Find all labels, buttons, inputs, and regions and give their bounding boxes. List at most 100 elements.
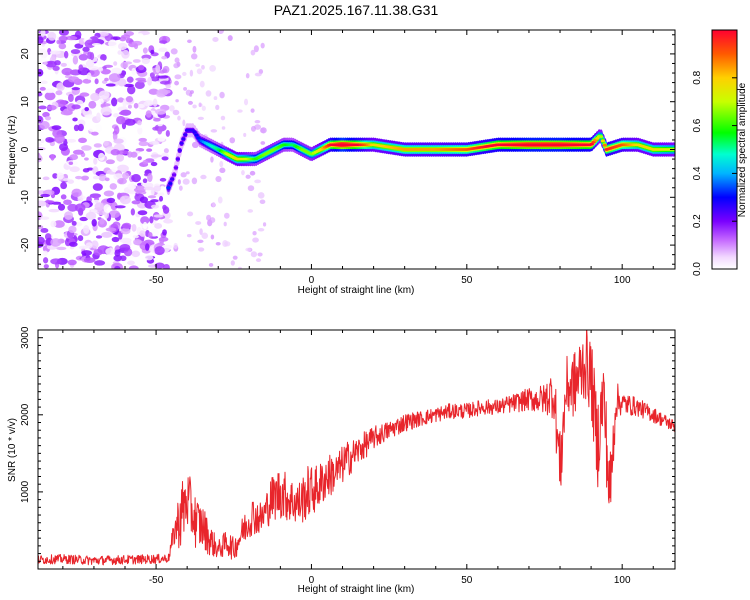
heatmap-ridge-cell: [177, 149, 182, 152]
heatmap-noise-cell: [158, 70, 166, 74]
heatmap-speckle-cell: [208, 262, 214, 267]
heatmap-noise-cell: [52, 65, 60, 71]
heatmap-noise-cell: [99, 218, 105, 225]
heatmap-noise-cell: [98, 90, 110, 100]
snr-ticks: -50 0 50 100 1000 2000 3000: [20, 326, 675, 586]
heatmap-noise-cell: [65, 35, 78, 41]
heatmap-noise-cell: [154, 246, 165, 256]
heatmap-noise-cell: [68, 76, 80, 83]
heatmap-noise-cell: [119, 195, 131, 205]
heatmap-speckle-cell: [185, 89, 192, 96]
heatmap-speckle-cell: [205, 90, 212, 97]
heatmap-noise-cell: [84, 39, 96, 48]
heatmap-noise-cell: [142, 47, 148, 54]
heatmap-noise-cell: [105, 227, 117, 232]
heatmap-noise-cell: [38, 115, 44, 124]
heatmap-ridge-cell: [598, 135, 604, 138]
heatmap-noise-cell: [109, 183, 118, 190]
heatmap-speckle-cell: [260, 127, 267, 134]
heatmap-speckle-cell: [196, 68, 203, 75]
heatmap-noise-cell: [38, 154, 43, 163]
heatmap-speckle-cell: [250, 108, 255, 113]
heatmap-noise-cell: [105, 247, 115, 256]
heatmap-speckle-cell: [260, 42, 265, 49]
heatmap-noise-cell: [78, 64, 84, 72]
heatmap-speckle-cell: [232, 255, 238, 260]
heatmap-noise-cell: [154, 223, 163, 229]
heatmap-ridge-cell: [171, 173, 177, 177]
heatmap-noise-cell: [58, 30, 69, 36]
heatmap-noise-cell: [143, 36, 149, 43]
heatmap-noise-cell: [132, 59, 141, 63]
heatmap-noise-cell: [133, 185, 146, 193]
heatmap-noise-cell: [131, 200, 141, 205]
heatmap-speckle-cell: [187, 100, 193, 105]
snr-x-tick-label: -50: [149, 575, 164, 586]
heatmap-speckle-cell: [227, 35, 233, 41]
heatmap-noise-cell: [120, 227, 131, 235]
heatmap-speckle-cell: [197, 116, 204, 121]
heatmap-noise-cell: [113, 125, 120, 135]
heatmap-noise-cell: [86, 72, 92, 80]
heatmap-noise-cell: [81, 145, 92, 151]
heatmap-ridge-cell: [166, 186, 171, 190]
heatmap-speckle-cell: [245, 73, 250, 79]
heatmap-noise-cell: [47, 31, 57, 41]
heatmap-noise-cell: [124, 118, 136, 126]
heatmap-speckle-cell: [254, 72, 262, 77]
heatmap-noise-cell: [82, 168, 90, 173]
heatmap-noise-cell: [47, 138, 56, 142]
snr-x-tick-label: 0: [309, 575, 315, 586]
snr-x-tick-label: 50: [461, 575, 473, 586]
colorbar-tick-label: 0.4: [692, 166, 703, 180]
heatmap-noise-cell: [40, 80, 48, 85]
heatmap-ridge-cell: [168, 182, 173, 185]
heatmap-noise-cell: [74, 203, 86, 213]
heatmap-noise-cell: [45, 116, 52, 121]
heatmap-noise-cell: [113, 254, 123, 262]
heatmap-noise-cell: [120, 61, 129, 69]
heatmap-speckle-cell: [250, 49, 256, 56]
heatmap-noise-cell: [68, 241, 78, 247]
heatmap-noise-cell: [159, 237, 165, 244]
heatmap-noise-cell: [116, 164, 129, 173]
heatmap-noise-cell: [161, 55, 168, 60]
heatmap-speckle-cell: [174, 74, 182, 80]
heatmap-noise-cell: [132, 234, 139, 239]
heatmap-noise-cell: [55, 90, 63, 96]
heatmap-noise-cell: [150, 154, 162, 158]
heatmap-noise-cell: [118, 111, 129, 116]
heatmap-noise-cell: [127, 260, 135, 266]
heatmap-noise-cell: [121, 222, 132, 229]
heatmap-speckle-cell: [243, 98, 249, 106]
heatmap-noise-cell: [84, 114, 95, 119]
heatmap-noise-cell: [150, 161, 158, 167]
heatmap-noise-cell: [77, 235, 84, 242]
heatmap-noise-cell: [114, 249, 121, 257]
snr-y-tick-label: 2000: [20, 403, 31, 426]
heatmap-noise-cell: [148, 88, 159, 95]
heatmap-speckle-cell: [254, 179, 261, 184]
heatmap-noise-cell: [39, 86, 46, 91]
heatmap-speckle-cell: [253, 45, 259, 53]
heatmap-noise-cell: [98, 67, 104, 72]
heatmap-speckle-cell: [192, 45, 197, 53]
heatmap-noise-cell: [112, 36, 121, 41]
heatmap-noise-cell: [165, 84, 171, 89]
heatmap-speckle-cell: [220, 115, 226, 121]
heatmap-speckle-cell: [169, 105, 175, 112]
heatmap-noise-cell: [40, 216, 50, 220]
heatmap-noise-cell: [150, 199, 159, 203]
heatmap-noise-cell: [139, 230, 146, 237]
heatmap-noise-cell: [159, 195, 164, 202]
heatmap-noise-cell: [44, 200, 55, 204]
heatmap-noise-cell: [92, 175, 100, 180]
heatmap-noise-cell: [38, 200, 47, 207]
heatmap-noise-cell: [111, 166, 118, 173]
heatmap-speckle-cell: [186, 234, 192, 238]
heatmap-noise-cell: [117, 78, 127, 87]
heatmap-noise-cell: [65, 61, 71, 70]
heatmap-noise-cell: [40, 193, 51, 198]
heatmap-noise-cell: [137, 79, 147, 83]
